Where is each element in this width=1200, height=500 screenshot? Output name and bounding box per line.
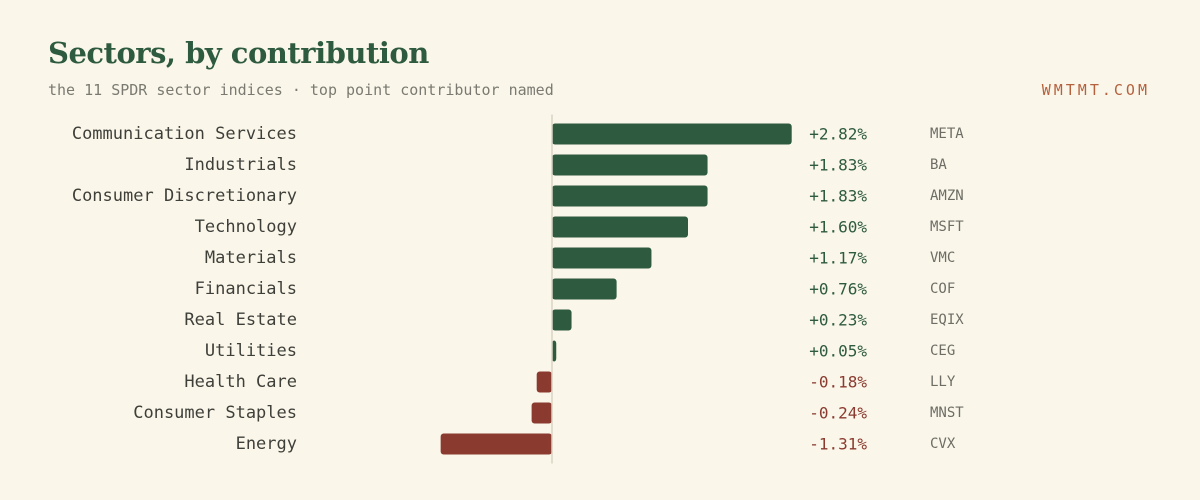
category-label: Energy: [236, 434, 297, 454]
bar: [440, 433, 552, 455]
bar: [536, 371, 552, 393]
ticker-label: CVX: [930, 436, 956, 452]
chart-title: Sectors, by contribution: [48, 36, 429, 70]
ticker-label: BA: [930, 157, 947, 173]
value-label: +1.60%: [809, 218, 867, 237]
ticker-label: CEG: [930, 343, 955, 359]
ticker-label: COF: [930, 281, 955, 297]
value-label: +0.05%: [809, 342, 867, 361]
bar: [552, 123, 792, 145]
value-label: +1.17%: [809, 249, 867, 268]
bar: [552, 247, 652, 269]
value-label: -0.18%: [809, 373, 867, 392]
category-label: Utilities: [205, 341, 297, 361]
category-label: Consumer Staples: [133, 403, 297, 423]
ticker-label: EQIX: [930, 312, 964, 328]
ticker-label: MSFT: [930, 219, 964, 235]
chart-subtitle: the 11 SPDR sector indices · top point c…: [48, 81, 554, 99]
value-label: +1.83%: [809, 156, 867, 175]
category-label: Consumer Discretionary: [72, 186, 297, 206]
category-label: Technology: [195, 217, 297, 237]
bar: [552, 185, 708, 207]
ticker-label: META: [930, 126, 964, 142]
bar: [552, 309, 572, 331]
value-label: -0.24%: [809, 404, 867, 423]
bar: [552, 278, 617, 300]
value-label: +0.23%: [809, 311, 867, 330]
ticker-label: AMZN: [930, 188, 964, 204]
category-label: Financials: [195, 279, 297, 299]
bar: [552, 154, 708, 176]
value-label: +0.76%: [809, 280, 867, 299]
value-label: +2.82%: [809, 125, 867, 144]
bar: [552, 216, 688, 238]
category-label: Communication Services: [72, 124, 297, 144]
value-label: +1.83%: [809, 187, 867, 206]
brand-link[interactable]: WMTMT.COM: [1041, 81, 1150, 99]
bar: [552, 340, 557, 362]
category-label: Industrials: [184, 155, 297, 175]
ticker-label: LLY: [930, 374, 956, 390]
ticker-label: VMC: [930, 250, 955, 266]
category-label: Real Estate: [184, 310, 297, 330]
category-label: Materials: [205, 248, 297, 268]
category-label: Health Care: [184, 372, 297, 392]
ticker-label: MNST: [930, 405, 964, 421]
value-label: -1.31%: [809, 435, 867, 454]
bar: [531, 402, 552, 424]
